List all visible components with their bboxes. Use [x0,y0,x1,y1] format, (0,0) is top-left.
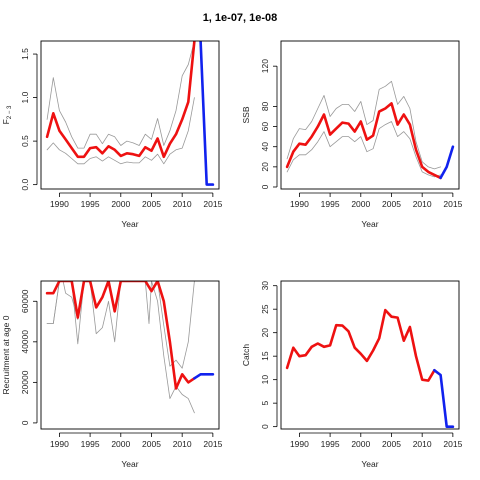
x-axis-title: Year [121,459,138,469]
y-tick-label: 60 [260,122,270,132]
x-axis: 1990 1995 2000 2005 2010 2015 Year [50,192,223,229]
x-tick-label: 1990 [290,439,309,449]
series-group [45,41,215,186]
series-line-estimate [45,41,196,159]
series-line-estimate [285,102,442,180]
y-axis: 0 5 10 15 20 25 30 Catch [241,281,278,429]
y-tick-label: 20 [260,162,270,172]
chart-panel-4: 1990 1995 2000 2005 2010 2015 Year 0 5 10 15 20 25 30… [241,280,463,469]
y-tick-label: 0.0 [20,178,30,190]
x-tick-label: 2005 [142,199,161,209]
y-tick-label: 25 [260,304,270,314]
x-tick-label: 2010 [173,199,192,209]
series-line-lower [286,121,442,178]
y-axis: 0 20 40 60 80 120 SSB [241,59,278,189]
plot-frame [280,40,460,190]
x-tick-label: 2015 [203,439,222,449]
y-tick-label: 120 [260,59,270,73]
y-tick-label: 1.0 [20,91,30,103]
y-tick-label: 0 [260,184,270,189]
series-line-projection [439,145,455,180]
x-tick-label: 1995 [321,199,340,209]
series-line-lower [46,281,195,414]
x-tick-label: 1990 [50,439,69,449]
x-tick-label: 2010 [413,199,432,209]
x-tick-label: 2005 [142,439,161,449]
series-group [45,281,215,414]
y-axis-title: Recruitment at age 0 [1,315,11,394]
y-tick-label: 40000 [20,330,30,354]
series-line-upper [46,41,195,149]
plot-frame [40,280,220,430]
series-line-upper [46,281,195,369]
x-tick-label: 2000 [111,439,130,449]
y-axis: 0 20000 40000 60000 Recruitment at age 0 [1,289,38,425]
series-line-projection [433,368,455,429]
x-tick-label: 2000 [351,439,370,449]
x-tick-label: 2010 [413,439,432,449]
x-axis-title: Year [361,459,378,469]
x-axis-title: Year [361,219,378,229]
series-group [285,308,455,429]
y-tick-label: 1.5 [20,48,30,60]
y-axis-title-subscript: 2 − 3 [7,105,13,119]
y-tick-label: 10 [260,375,270,385]
y-tick-label: 20000 [20,370,30,394]
figure-title: 1, 1e-07, 1e-08 [203,12,278,24]
chart-panel-2: 1990 1995 2000 2005 2010 2015 Year 0 20 40 60 80 120… [241,40,463,229]
series-line-lower [46,97,195,165]
series-line-projection [199,41,215,186]
plot-frame [40,40,220,190]
y-tick-label: 5 [260,401,270,406]
y-tick-label: 15 [260,351,270,361]
x-tick-label: 1995 [321,439,340,449]
y-axis-title: Catch [241,344,251,366]
series-line-observed [285,308,436,382]
x-tick-label: 2015 [443,199,462,209]
x-tick-label: 2005 [382,199,401,209]
y-tick-label: 0 [20,420,30,425]
series-line-estimate [45,281,196,390]
y-tick-label: 40 [260,142,270,152]
y-tick-label: 0 [260,424,270,429]
x-tick-label: 1995 [81,439,100,449]
y-tick-label: 80 [260,101,270,111]
x-tick-label: 1990 [290,199,309,209]
chart-panel-3: 1990 1995 2000 2005 2010 2015 Year 0 20000 40000 6… [1,280,223,469]
y-tick-label: 0.5 [20,135,30,147]
series-group [285,80,455,180]
y-tick-label: 20 [260,328,270,338]
x-tick-label: 2010 [173,439,192,449]
series-line-upper [286,80,442,170]
chart-panel-1: 1990 1995 2000 2005 2010 2015 Year 0.0 0.5 1.0 1.5… [1,40,223,229]
x-tick-label: 2000 [111,199,130,209]
x-tick-label: 2015 [443,439,462,449]
y-axis: 0.0 0.5 1.0 1.5 F2 − 3 [1,48,38,191]
x-tick-label: 1995 [81,199,100,209]
y-axis-title: SSB [241,106,251,123]
x-axis: 1990 1995 2000 2005 2010 2015 Year [290,192,463,229]
x-tick-label: 2015 [203,199,222,209]
series-line-projection [193,372,215,380]
x-tick-label: 1990 [50,199,69,209]
y-tick-label: 60000 [20,289,30,313]
plot-frame [280,280,460,430]
x-tick-label: 2000 [351,199,370,209]
x-axis: 1990 1995 2000 2005 2010 2015 Year [290,432,463,469]
x-axis-title: Year [121,219,138,229]
x-tick-label: 2005 [382,439,401,449]
y-axis-title: F2 − 3 [1,105,13,124]
y-tick-label: 30 [260,281,270,291]
x-axis: 1990 1995 2000 2005 2010 2015 Year [50,432,223,469]
